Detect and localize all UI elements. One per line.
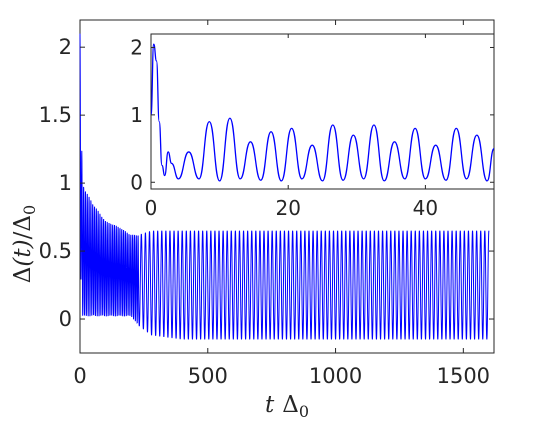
y-tick-label: 1.5: [39, 103, 72, 127]
x-axis-title-sub: 0: [299, 402, 309, 421]
y-axis-title-delta: Δ: [10, 267, 36, 284]
x-axis-title-t: t: [265, 392, 275, 418]
inset-x-tick-label: 20: [275, 196, 300, 220]
y-tick-label: 0: [59, 307, 72, 331]
y-tick-label: 1: [59, 171, 72, 195]
y-axis-title-t: (t): [10, 239, 36, 266]
inset-x-tick-label: 0: [145, 196, 158, 220]
main-series-line: [79, 33, 490, 340]
main-series: [79, 33, 490, 340]
inset-x-tick-label: 40: [413, 196, 438, 220]
x-tick-label: 1000: [309, 364, 362, 388]
inset-y-tick-label: 2: [130, 35, 143, 59]
y-tick-label: 2: [59, 35, 72, 59]
x-tick-label: 500: [188, 364, 228, 388]
x-axis-title: t Δ0: [265, 392, 309, 421]
y-tick-label: 0.5: [39, 239, 72, 263]
x-tick-label: 1500: [437, 364, 490, 388]
x-axis-title-delta: Δ: [282, 392, 299, 418]
inset-series-line: [150, 43, 495, 182]
inset-ticks: 0 20 40 0 1 2: [130, 34, 494, 220]
x-tick-label: 0: [73, 364, 86, 388]
y-axis-title-sub: 0: [20, 205, 39, 215]
inset-y-tick-label: 1: [130, 103, 143, 127]
main-ticks: 0 500 1000 1500 0 0.5 1 1.5 2: [39, 20, 494, 388]
y-axis-title-slash: /Δ: [10, 215, 36, 239]
y-axis-title: Δ(t)/Δ0: [10, 205, 39, 283]
inset-plot-frame: [150, 33, 495, 190]
inset-series: [150, 43, 495, 182]
inset-y-tick-label: 0: [130, 170, 143, 194]
